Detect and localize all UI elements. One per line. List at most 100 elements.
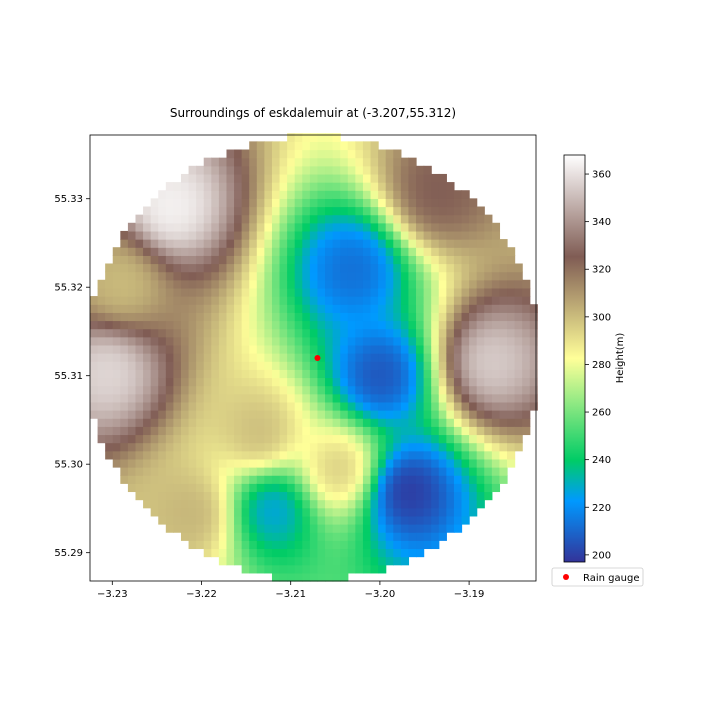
heatmap-cell [507,410,516,419]
heatmap-cell [309,410,319,419]
heatmap-cell [90,385,99,395]
heatmap-cell [135,328,144,338]
heatmap-cell [317,361,326,370]
heatmap-cell [218,173,228,183]
heatmap-cell [491,369,501,379]
heatmap-cell [355,524,364,533]
heatmap-cell [234,149,243,159]
heatmap-cell [476,418,485,427]
heatmap-cell [446,312,455,322]
heatmap-cell [158,190,167,199]
heatmap-cell [158,279,167,289]
heatmap-cell [158,401,167,411]
heatmap-cell [400,361,410,370]
heatmap-cell [370,548,379,558]
heatmap-cell [385,450,394,460]
heatmap-cell [135,247,144,256]
heatmap-cell [378,353,387,362]
heatmap-cell [203,279,212,289]
heatmap-cell [180,442,190,452]
heatmap-cell [514,418,523,427]
heatmap-cell [150,279,159,289]
heatmap-cell [158,434,167,444]
heatmap-cell [264,141,273,151]
heatmap-cell [370,344,379,354]
heatmap-cell [287,353,296,362]
heatmap-cell [211,206,220,216]
heatmap-cell [378,361,387,370]
heatmap-cell [446,263,455,273]
heatmap-cell [393,247,402,256]
heatmap-cell [279,141,288,151]
heatmap-cell [241,190,250,199]
heatmap-cell [309,173,319,183]
heatmap-cell [476,442,485,452]
heatmap-cell [507,418,516,427]
heatmap-cell [218,239,228,248]
heatmap-cell [127,434,137,444]
heatmap-cell [499,304,508,313]
heatmap-cell [416,247,425,256]
heatmap-cell [332,173,341,183]
heatmap-cell [294,239,303,248]
x-tick-label: −3.23 [97,589,128,600]
heatmap-cell [453,255,463,265]
heatmap-cell [287,548,296,558]
heatmap-cell [158,263,167,273]
heatmap-cell [241,206,250,216]
heatmap-cell [165,287,174,297]
heatmap-cell [332,564,341,574]
heatmap-cell [408,206,417,216]
heatmap-cell [370,426,379,436]
heatmap-cell [446,442,455,452]
heatmap-cell [112,426,121,436]
heatmap-cell [279,239,288,248]
heatmap-cell [196,499,205,509]
heatmap-cell [461,450,470,460]
heatmap-cell [188,198,197,208]
heatmap-cell [309,222,319,232]
heatmap-cell [241,540,250,550]
heatmap-cell [302,556,311,566]
heatmap-cell [347,458,356,468]
heatmap-cell [370,182,379,191]
heatmap-cell [332,450,341,460]
heatmap-cell [90,344,99,354]
heatmap-cell [370,320,379,330]
heatmap-cell [127,230,137,240]
heatmap-cell [408,287,417,297]
heatmap-cell [446,507,455,517]
heatmap-cell [431,353,440,362]
heatmap-cell [370,263,379,273]
heatmap-cell [135,401,144,411]
heatmap-cell [469,467,478,476]
heatmap-cell [461,410,470,419]
heatmap-cell [529,369,538,379]
heatmap-cell [309,450,319,460]
heatmap-cell [127,239,137,248]
heatmap-cell [271,450,281,460]
heatmap-cell [355,361,364,370]
heatmap-cell [218,344,228,354]
heatmap-cell [416,475,425,484]
heatmap-cell [438,173,447,183]
heatmap-cell [234,540,243,550]
heatmap-cell [188,418,197,427]
heatmap-cell [226,442,235,452]
heatmap-cell [234,369,243,379]
heatmap-cell [196,344,205,354]
heatmap-cell [241,499,250,509]
heatmap-cell [340,410,349,419]
heatmap-cell [438,312,447,322]
heatmap-cell [211,434,220,444]
heatmap-cell [249,377,258,387]
heatmap-cell [302,467,311,476]
heatmap-cell [127,418,137,427]
heatmap-cell [158,361,167,370]
heatmap-cell [507,458,516,468]
heatmap-cell [203,312,212,322]
heatmap-cell [325,426,334,436]
heatmap-cell [438,206,447,216]
heatmap-cell [491,410,501,419]
